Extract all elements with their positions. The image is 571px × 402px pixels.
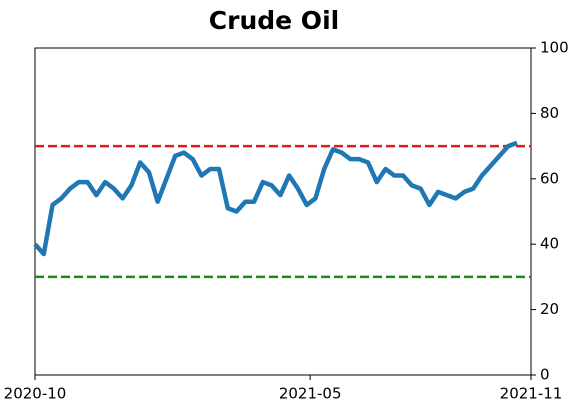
x-tick-label: 2021-05 [279,385,342,402]
data-line [33,140,518,257]
y-tick-label: 0 [540,366,550,384]
y-tick-label: 60 [540,169,559,187]
plot-frame [34,47,532,376]
y-tick-label: 100 [540,39,569,57]
y-tick-label: 80 [540,104,559,122]
y-tick-label: 20 [540,300,559,318]
y-tick-label: 40 [540,235,559,253]
x-tick-label: 2020-10 [4,385,67,402]
chart-title: Crude Oil [209,6,339,35]
x-tick-label: 2021-11 [500,385,563,402]
